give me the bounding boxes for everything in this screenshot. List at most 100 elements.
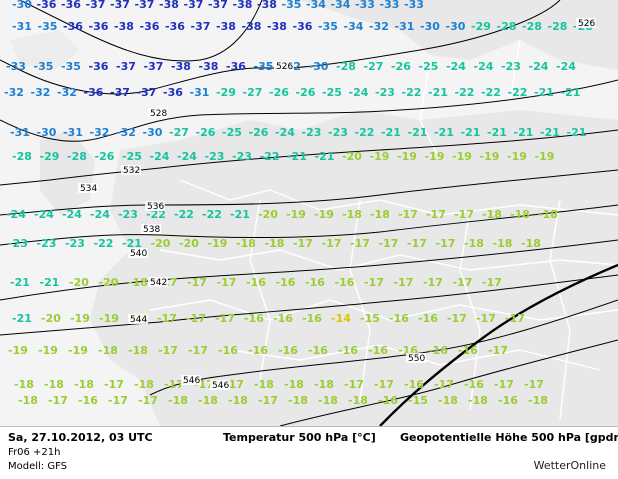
temperature-label: -17 bbox=[158, 344, 178, 357]
temperature-label: -22 bbox=[402, 86, 422, 99]
temperature-label: -18 bbox=[538, 208, 558, 221]
contour-line bbox=[0, 239, 618, 301]
temperature-label: -28 bbox=[522, 20, 542, 33]
geopotential-label: 546 bbox=[183, 376, 200, 386]
temperature-label: -37 bbox=[184, 0, 204, 11]
temperature-label: -24 bbox=[177, 150, 197, 163]
temperature-label: -19 bbox=[38, 344, 58, 357]
temperature-label: -32 bbox=[369, 20, 389, 33]
temperature-label: -16 bbox=[273, 312, 293, 325]
temperature-label: -35 bbox=[318, 20, 338, 33]
geopotential-label-bg bbox=[406, 353, 426, 363]
temperature-label: -21 bbox=[514, 126, 534, 139]
temperature-label: -38 bbox=[159, 0, 179, 11]
temperature-label: -17 bbox=[293, 237, 313, 250]
temperature-label: -38 bbox=[267, 20, 287, 33]
temperature-label: -32 bbox=[31, 86, 51, 99]
temperature-label: -16 bbox=[498, 394, 518, 407]
temperature-label: -18 bbox=[236, 237, 256, 250]
temperature-label: -34 bbox=[344, 20, 364, 33]
map-canvas: -30 -36 -36 -37 -37 -37 -38 -37 -37 -38 -38 -35 -34-… bbox=[0, 0, 618, 426]
temperature-label: -18 bbox=[228, 394, 248, 407]
temperature-label: -19 bbox=[425, 150, 445, 163]
temperature-label: -21 bbox=[12, 312, 32, 325]
temperature-label: -18 bbox=[134, 378, 154, 391]
temperature-label: -27 bbox=[243, 86, 263, 99]
temperature-label: -35 bbox=[34, 60, 54, 73]
temperature-label: -19 bbox=[286, 208, 306, 221]
temperature-label: -30 bbox=[143, 126, 163, 139]
temperature-label: -33 bbox=[6, 60, 26, 73]
temperature-label: -16 bbox=[378, 394, 398, 407]
temperature-label: -17 bbox=[482, 276, 502, 289]
temperature-label: -22 bbox=[508, 86, 528, 99]
temperature-label: -18 bbox=[98, 344, 118, 357]
temperature-label: -35 bbox=[282, 0, 302, 11]
temperature-label: -21 bbox=[122, 237, 142, 250]
temperature-label: -24 bbox=[474, 60, 494, 73]
temperature-label: -15 bbox=[360, 312, 380, 325]
temperature-label: -18 bbox=[482, 208, 502, 221]
temperature-label: -19 bbox=[70, 312, 90, 325]
temperature-label: -19 bbox=[480, 150, 500, 163]
temperature-label: -21 bbox=[381, 126, 401, 139]
temperature-label: -15 bbox=[408, 394, 428, 407]
temperature-label: -18 bbox=[128, 344, 148, 357]
temperature-label: -23 bbox=[118, 208, 138, 221]
temperature-label: -16 bbox=[418, 312, 438, 325]
land-iceland bbox=[10, 30, 80, 70]
temperature-label: -25 bbox=[122, 150, 142, 163]
temperature-label: -35 bbox=[61, 60, 81, 73]
temperature-label: -18 bbox=[318, 394, 338, 407]
temperature-label: -26 bbox=[296, 86, 316, 99]
chart-footer: Sa, 27.10.2012, 03 UTC Fr06 +21h Modell:… bbox=[0, 426, 618, 479]
temperature-label: -22 bbox=[146, 208, 166, 221]
temperature-label: -16 bbox=[335, 276, 355, 289]
temperature-label: -32 bbox=[116, 126, 136, 139]
temperature-label: -16 bbox=[464, 378, 484, 391]
contour-line bbox=[0, 0, 561, 95]
temperature-label: -17 bbox=[164, 378, 184, 391]
temperature-label: -24 bbox=[34, 208, 54, 221]
contour-line bbox=[0, 79, 618, 142]
temperature-label: -17 bbox=[407, 237, 427, 250]
temperature-label: -18 bbox=[464, 237, 484, 250]
temperature-label: -16 bbox=[302, 312, 322, 325]
temperature-label: -17 bbox=[454, 208, 474, 221]
temperature-label: -17 bbox=[188, 344, 208, 357]
temperature-label: -30 bbox=[37, 126, 57, 139]
temperature-label: -17 bbox=[398, 208, 418, 221]
model-run: Fr06 +21h bbox=[8, 447, 61, 458]
temperature-label: -22 bbox=[481, 86, 501, 99]
temperature-label: -36 bbox=[165, 20, 185, 33]
temperature-label: -21 bbox=[461, 126, 481, 139]
temperature-label: -31 bbox=[10, 126, 30, 139]
temperature-label: -23 bbox=[328, 126, 348, 139]
geopotential-label-bg bbox=[121, 165, 141, 175]
temperature-label: -18 bbox=[493, 237, 513, 250]
temperature-label: -37 bbox=[137, 86, 157, 99]
temperature-label: -17 bbox=[138, 394, 158, 407]
temperature-label: -16 bbox=[308, 344, 328, 357]
temperature-label: -22 bbox=[260, 150, 280, 163]
temperature-label: -17 bbox=[374, 378, 394, 391]
temperature-label: -28 bbox=[548, 20, 568, 33]
temperature-label: -36 bbox=[163, 86, 183, 99]
temperature-label: -30 bbox=[309, 60, 329, 73]
temperature-label: -17 bbox=[217, 276, 237, 289]
temperature-label: -24 bbox=[529, 60, 549, 73]
geopotential-label-bg bbox=[148, 277, 168, 287]
temperature-label: -24 bbox=[150, 150, 170, 163]
temperature-label: -36 bbox=[140, 20, 160, 33]
temperature-label: -16 bbox=[276, 276, 296, 289]
temperature-label: -23 bbox=[8, 237, 28, 250]
temperature-label: -17 bbox=[426, 208, 446, 221]
temperature-label: -19 bbox=[535, 150, 555, 163]
temperature-label: -23 bbox=[302, 126, 322, 139]
geopotential-label: 536 bbox=[147, 202, 164, 212]
temperature-label: -26 bbox=[391, 60, 411, 73]
temperature-label: -26 bbox=[249, 126, 269, 139]
temperature-label: -21 bbox=[534, 86, 554, 99]
temperature-label: -24 bbox=[62, 208, 82, 221]
temperature-label: -19 bbox=[99, 312, 119, 325]
